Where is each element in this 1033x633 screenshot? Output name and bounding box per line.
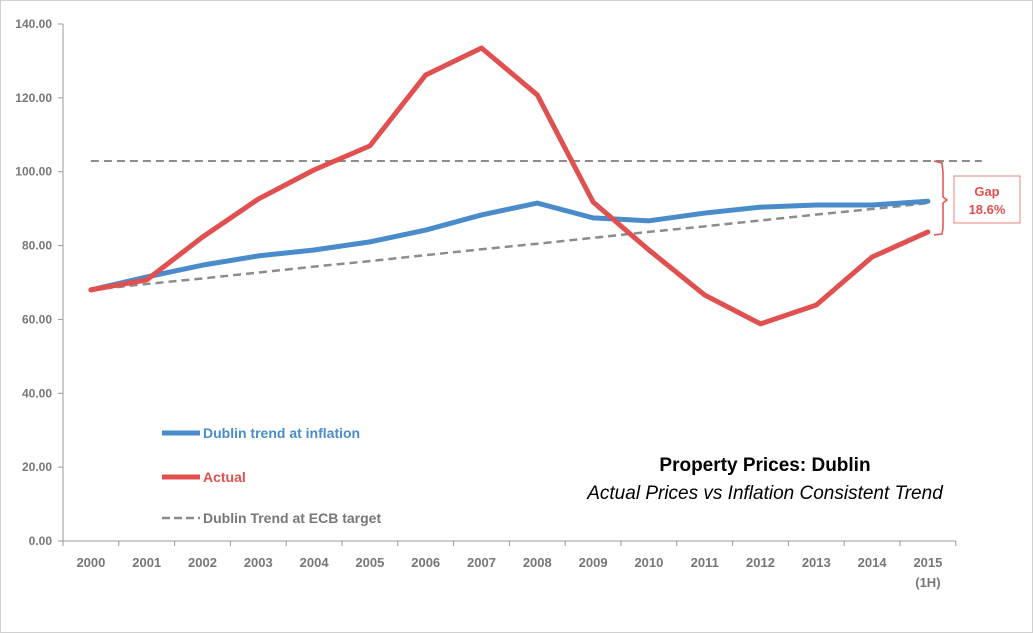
gap-label: Gap (974, 184, 999, 199)
x-tick-label: 2003 (244, 555, 273, 570)
legend-item: Actual (162, 469, 246, 485)
series-line-0 (88, 198, 931, 293)
x-tick-label: 2006 (411, 555, 440, 570)
x-tick-label: 2011 (691, 555, 719, 570)
x-tick-label: 2004 (300, 555, 330, 570)
x-tick-label: 2001 (132, 555, 161, 570)
y-tick-label: 40.00 (22, 386, 52, 400)
y-tick-label: 80.00 (22, 239, 52, 253)
gap-bracket (933, 160, 949, 236)
chart-title: Property Prices: Dublin (659, 455, 870, 476)
x-tick-label: 2012 (746, 555, 775, 570)
legend-item: Dublin trend at inflation (162, 425, 360, 441)
legend-item: Dublin Trend at ECB target (162, 510, 381, 526)
gap-value: 18.6% (969, 202, 1006, 217)
x-tick-label: 2009 (579, 555, 608, 570)
x-tick-label: 2010 (634, 555, 663, 570)
x-tick-sublabel: (1H) (915, 575, 940, 590)
y-tick-label: 20.00 (22, 460, 52, 474)
x-tick-label: 2015 (913, 555, 942, 570)
x-tick-label: 2002 (188, 555, 217, 570)
series-line-2 (90, 201, 929, 292)
y-tick-label: 60.00 (22, 312, 52, 326)
gap-annotation: Gap 18.6% (933, 160, 1021, 236)
y-tick-label: 140.00 (15, 17, 52, 31)
y-tick-label: 100.00 (15, 165, 52, 179)
legend-label: Dublin Trend at ECB target (203, 510, 381, 526)
y-tick-label: 120.00 (15, 91, 52, 105)
x-tick-label: 2005 (355, 555, 384, 570)
y-tick-label: 0.00 (29, 534, 53, 548)
x-tick-label: 2007 (467, 555, 496, 570)
series-line-1 (88, 45, 931, 327)
legend-label: Dublin trend at inflation (203, 425, 360, 441)
x-tick-label: 2014 (858, 555, 888, 570)
x-tick-label: 2008 (523, 555, 552, 570)
gap-box (953, 175, 1021, 224)
chart-subtitle: Actual Prices vs Inflation Consistent Tr… (586, 483, 944, 504)
x-tick-label: 2013 (802, 555, 831, 570)
x-tick-label: 2000 (76, 555, 105, 570)
legend-label: Actual (203, 469, 246, 485)
